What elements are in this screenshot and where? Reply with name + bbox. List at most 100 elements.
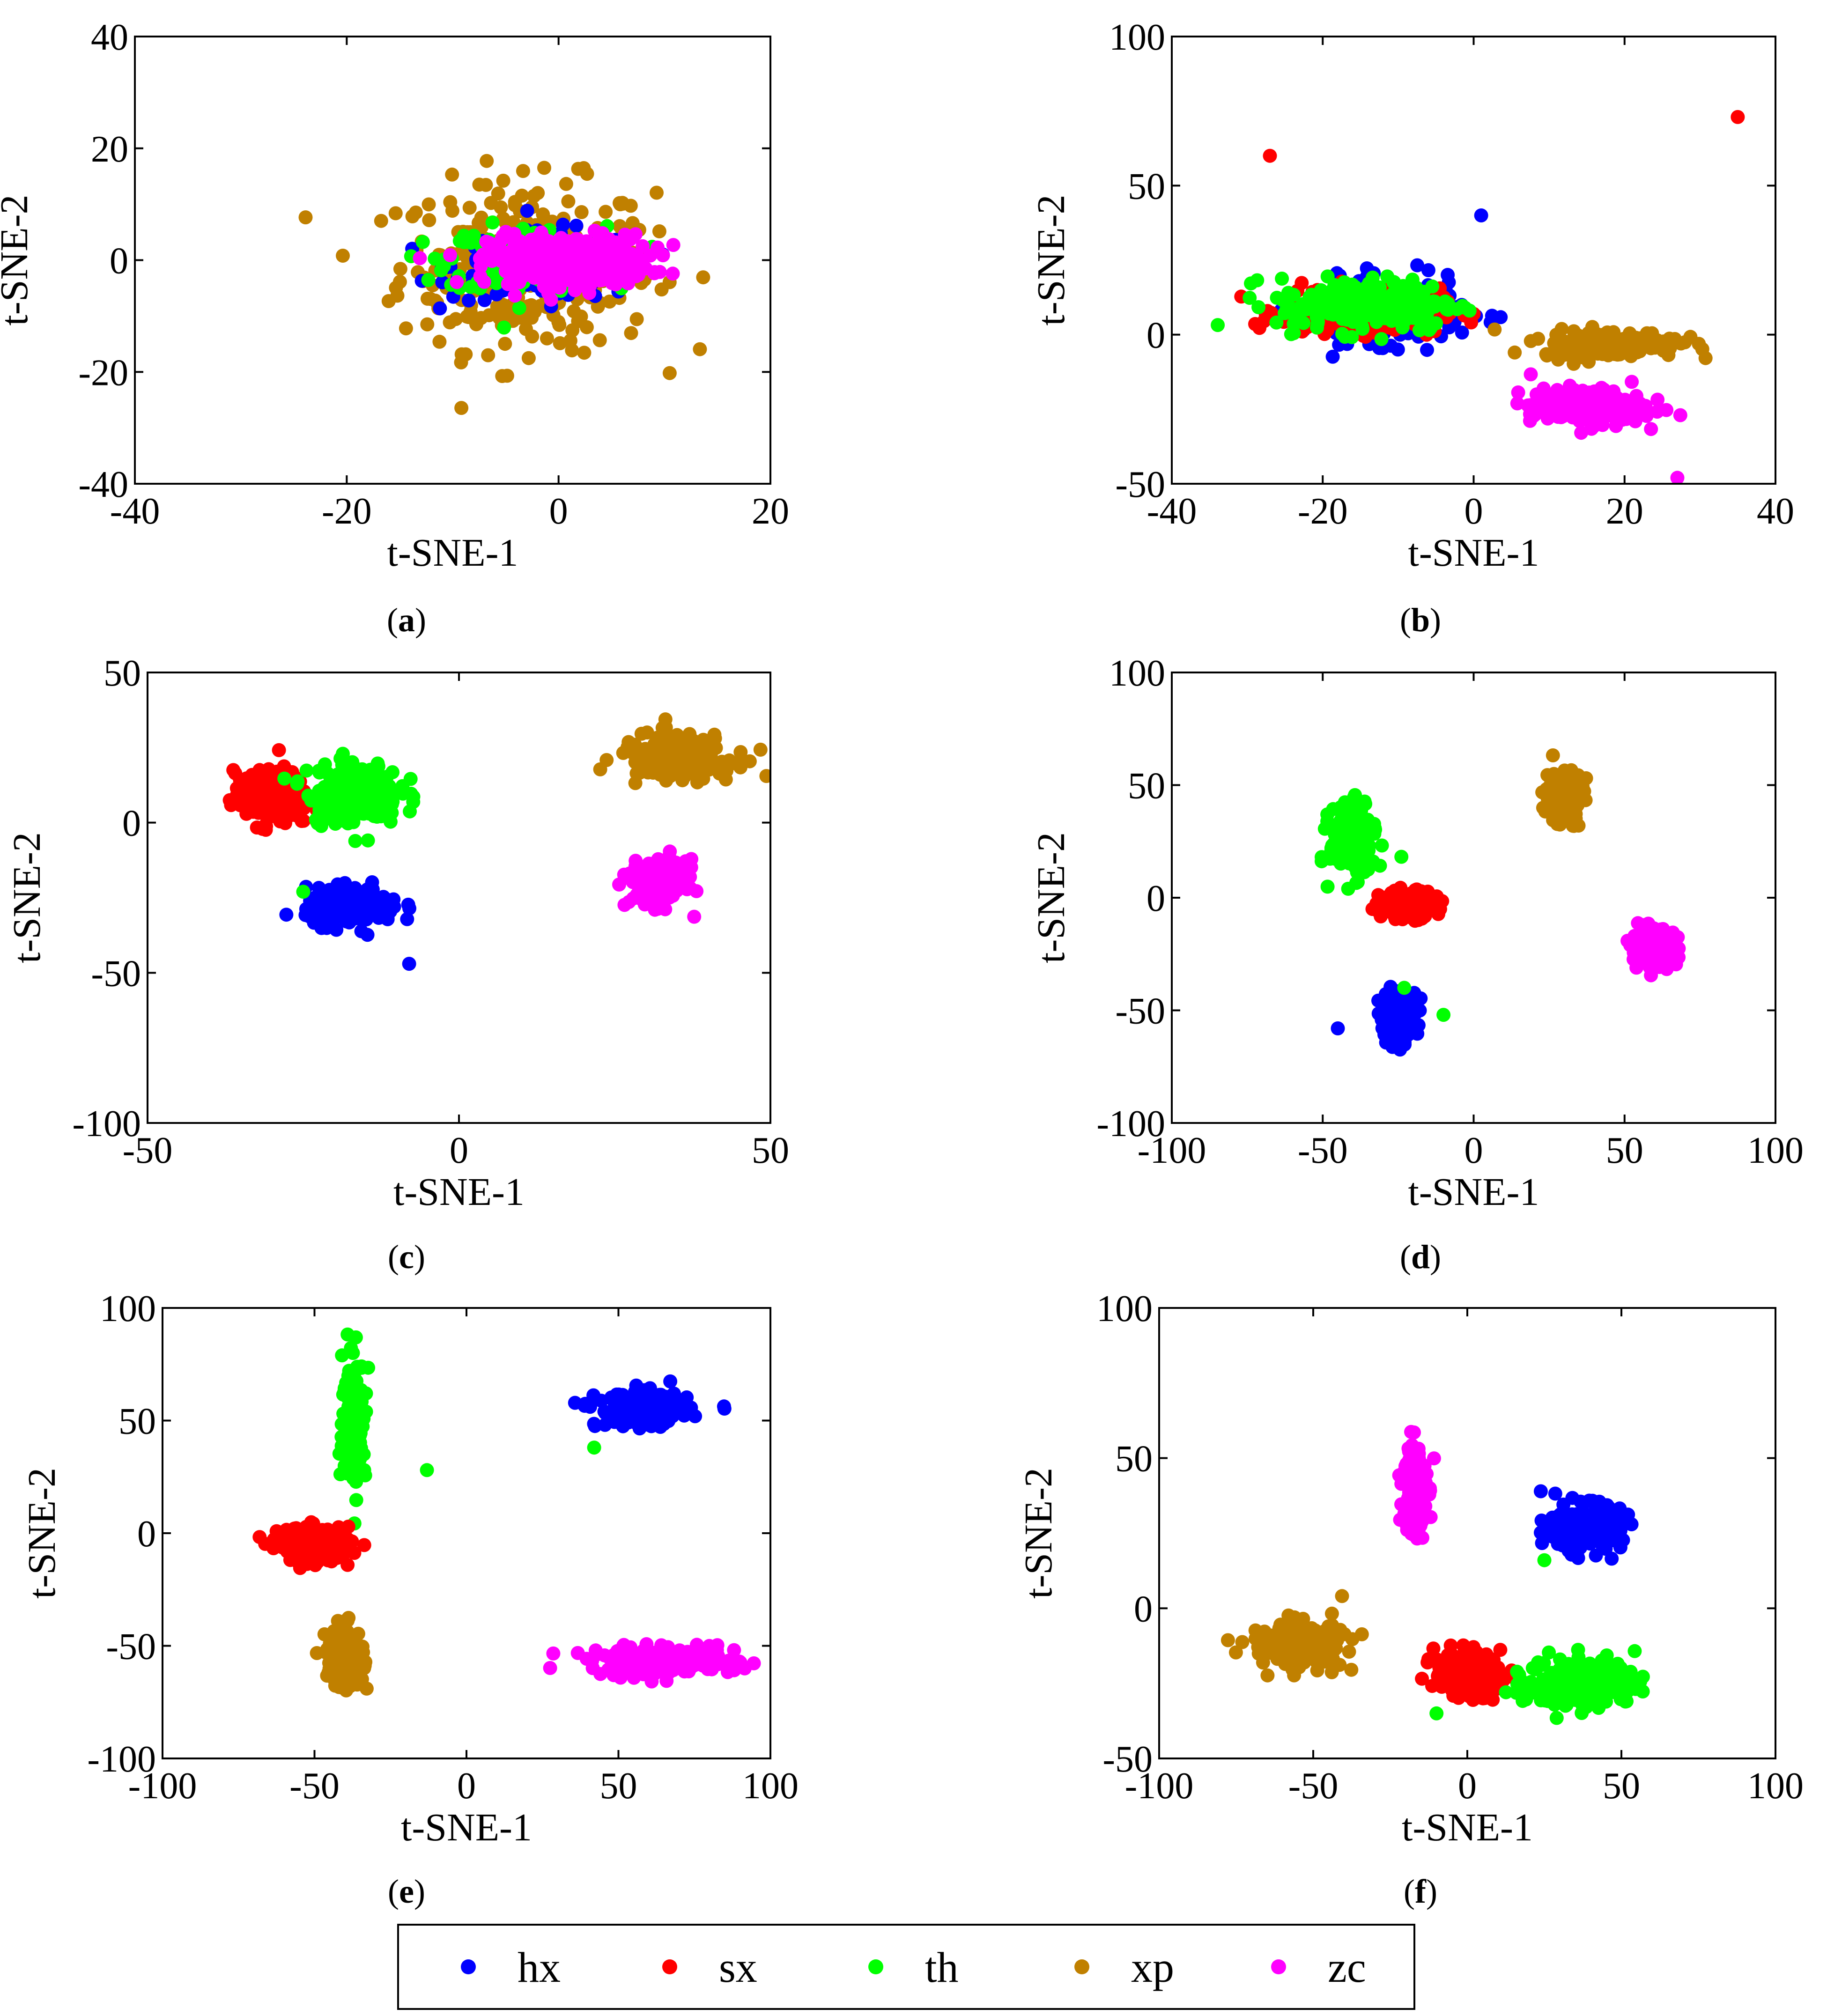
point-th xyxy=(321,798,335,813)
point-hx xyxy=(1393,1008,1407,1022)
point-th xyxy=(369,806,384,820)
point-th xyxy=(1350,812,1365,827)
point-sx xyxy=(340,1558,355,1572)
point-zc xyxy=(1660,953,1675,967)
y-tick-label: 100 xyxy=(1109,17,1165,58)
y-tick-label: -40 xyxy=(78,464,128,505)
point-xp xyxy=(1554,322,1569,336)
point-xp xyxy=(464,310,479,325)
point-xp xyxy=(388,206,403,221)
point-zc xyxy=(1544,401,1559,416)
caption-open: ( xyxy=(388,1238,399,1276)
panels: -40 -20 0 20-40-2002040t-SNE-1t-SNE-2(a)-40… xyxy=(0,17,1804,1910)
point-th xyxy=(348,1429,362,1443)
x-tick-label: 40 xyxy=(1757,491,1794,532)
point-xp xyxy=(628,776,643,790)
point-th xyxy=(346,781,360,796)
point-th xyxy=(335,793,349,807)
point-th xyxy=(347,1442,362,1456)
x-tick-label: 0 xyxy=(450,1130,468,1171)
point-th xyxy=(1351,875,1365,889)
point-zc xyxy=(582,237,596,252)
point-hx xyxy=(489,287,504,302)
point-zc xyxy=(1628,943,1643,957)
point-hx xyxy=(311,896,325,911)
point-xp xyxy=(1553,333,1568,347)
point-xp xyxy=(1563,797,1577,811)
point-xp xyxy=(390,288,405,303)
x-axis-label: t-SNE-1 xyxy=(387,531,518,575)
point-th xyxy=(346,815,361,829)
point-xp xyxy=(718,772,733,787)
point-zc xyxy=(1650,392,1665,407)
point-sx xyxy=(1413,885,1427,900)
point-hx xyxy=(329,923,344,937)
point-th xyxy=(1310,316,1325,331)
y-tick-label: -50 xyxy=(91,953,141,994)
point-xp xyxy=(454,401,469,415)
point-hx xyxy=(1331,1021,1345,1035)
point-zc xyxy=(507,262,521,276)
point-sx xyxy=(264,773,278,788)
point-th xyxy=(1380,269,1395,284)
point-xp xyxy=(1612,335,1627,350)
point-sx xyxy=(287,1521,302,1536)
point-xp xyxy=(1692,337,1706,351)
point-zc xyxy=(1574,426,1589,440)
point-th xyxy=(1374,332,1389,347)
point-sx xyxy=(289,1543,303,1558)
caption-open: ( xyxy=(1400,601,1411,639)
point-zc xyxy=(1673,408,1687,422)
point-sx xyxy=(1383,898,1398,913)
point-xp xyxy=(690,775,704,790)
point-sx xyxy=(337,1522,351,1536)
points-b xyxy=(1211,110,1745,484)
point-xp xyxy=(682,727,697,741)
point-hx xyxy=(556,217,570,232)
y-tick-label: 20 xyxy=(91,129,128,170)
y-tick-label: -50 xyxy=(1115,464,1165,505)
point-zc xyxy=(569,258,584,273)
x-tick-label: 0 xyxy=(1465,491,1483,532)
point-zc xyxy=(1587,391,1602,406)
x-tick-label: 50 xyxy=(752,1130,789,1171)
point-th xyxy=(1338,330,1352,344)
point-xp xyxy=(422,213,436,228)
point-xp xyxy=(759,769,770,783)
point-sx xyxy=(1365,902,1380,916)
point-xp xyxy=(537,161,551,175)
caption-letter: b xyxy=(1411,601,1430,639)
x-tick-label: -100 xyxy=(1138,1130,1206,1171)
point-sx xyxy=(1263,148,1277,163)
point-sx xyxy=(318,1550,332,1565)
point-xp xyxy=(1567,356,1581,371)
point-zc xyxy=(473,259,488,273)
point-zc xyxy=(526,240,540,254)
point-zc xyxy=(651,881,666,895)
point-xp xyxy=(699,735,714,749)
point-hx xyxy=(1393,1042,1407,1057)
point-th xyxy=(277,771,292,786)
point-sx xyxy=(233,798,248,812)
point-hx xyxy=(1391,342,1405,357)
y-tick-label: 0 xyxy=(110,241,128,282)
point-sx xyxy=(326,1528,340,1542)
points-a xyxy=(298,154,710,415)
point-hx xyxy=(386,892,401,907)
point-xp xyxy=(624,326,638,340)
point-xp xyxy=(422,197,436,212)
point-th xyxy=(349,1493,363,1507)
points-d xyxy=(1315,748,1686,1057)
point-sx xyxy=(299,1520,313,1534)
x-tick-label: 100 xyxy=(1747,1130,1804,1171)
point-sx xyxy=(296,813,311,828)
caption-open: ( xyxy=(1400,1238,1411,1276)
y-axis-label: t-SNE-2 xyxy=(0,195,36,326)
point-zc xyxy=(642,893,657,907)
point-zc xyxy=(492,240,507,255)
point-xp xyxy=(655,721,670,735)
point-sx xyxy=(272,743,286,757)
point-zc xyxy=(450,275,464,289)
point-hx xyxy=(279,908,294,922)
point-zc xyxy=(1524,367,1538,382)
